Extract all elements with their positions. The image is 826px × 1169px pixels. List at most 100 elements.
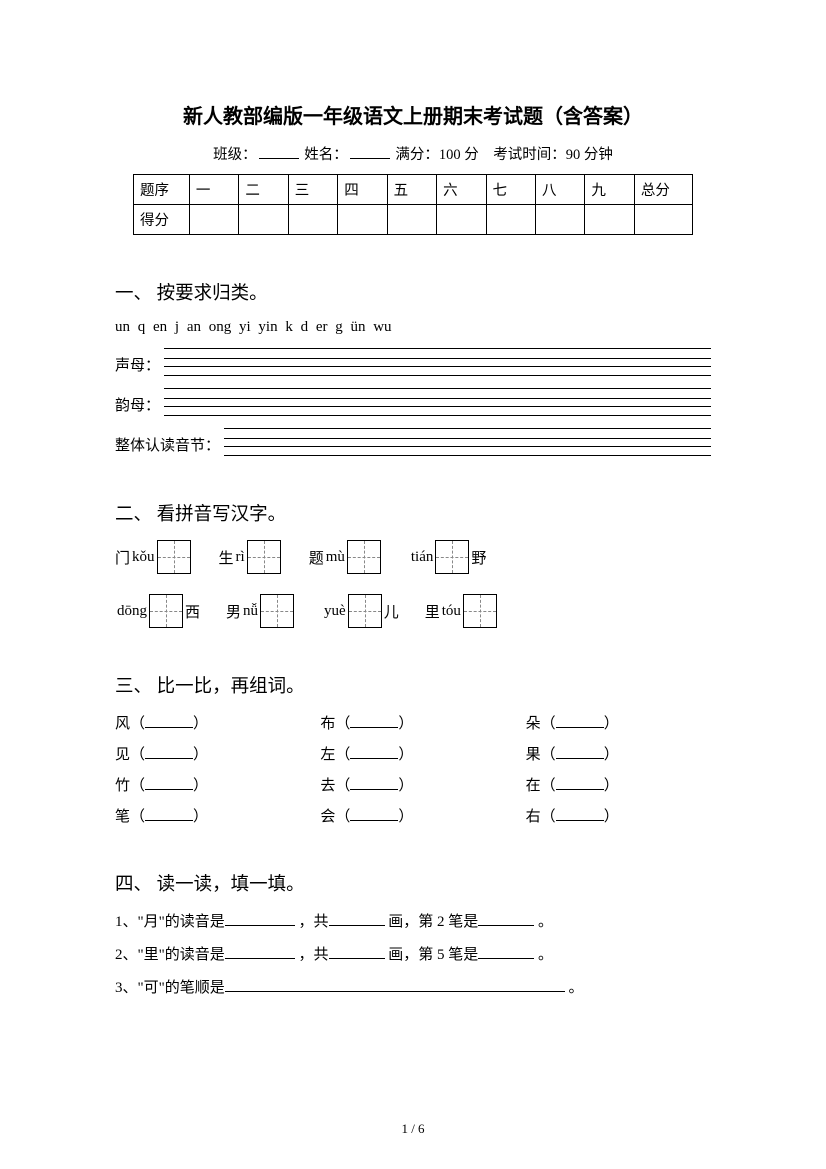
char: 会 [320,809,335,825]
zhengti-label: 整体认读音节： [115,428,220,455]
blank[interactable] [478,944,534,959]
score-cell[interactable] [486,205,535,235]
blank[interactable] [556,777,604,790]
text: 1、"月"的读音是 [115,914,225,930]
class-blank[interactable] [259,144,299,159]
fullscore-label: 满分： [395,147,439,163]
compare-item: 右（） [526,805,711,826]
pinyin: tóu [442,603,461,620]
blank[interactable] [556,715,604,728]
item: tián 野 [409,540,487,574]
blank[interactable] [350,746,398,759]
table-row: 得分 [134,205,693,235]
score-cell[interactable] [437,205,486,235]
blank[interactable] [556,746,604,759]
score-cell[interactable] [239,205,288,235]
sec4-q2: 2、"里"的读音是 ，共 画，第 5 笔是 。 [115,943,711,964]
col-h: 二 [239,175,288,205]
blank[interactable] [350,715,398,728]
char: 见 [115,747,130,763]
score-cell[interactable] [387,205,436,235]
score-cell[interactable] [535,205,584,235]
pinyin: kǒu [132,549,155,566]
item: 生 rì [219,540,283,574]
col-h: 九 [585,175,634,205]
page-number: 1 / 6 [0,1121,826,1137]
compare-item: 去（） [320,774,505,795]
char-box[interactable] [247,540,281,574]
text: ，共 [299,914,329,930]
char-box[interactable] [435,540,469,574]
class-label: 班级： [213,147,257,163]
compare-item: 在（） [526,774,711,795]
shengmu-line[interactable] [164,348,711,376]
score-cell[interactable] [634,205,692,235]
score-table: 题序 一 二 三 四 五 六 七 八 九 总分 得分 [133,174,693,235]
char: 风 [115,716,130,732]
score-cell[interactable] [338,205,387,235]
pre: 生 [219,547,234,568]
char-box[interactable] [463,594,497,628]
col-h: 七 [486,175,535,205]
sec2-row1: 门 kǒu 生 rì 题 mù tián 野 [115,540,711,574]
pinyin: rì [236,549,245,566]
compare-item: 果（） [526,743,711,764]
item: dōng 西 [115,594,200,628]
char: 果 [526,747,541,763]
name-blank[interactable] [350,144,390,159]
blank[interactable] [329,944,385,959]
char: 笔 [115,809,130,825]
blank[interactable] [350,777,398,790]
char: 布 [320,716,335,732]
zhengti-line[interactable] [224,428,711,456]
blank[interactable] [329,911,385,926]
yunmu-row: 韵母： [115,388,711,416]
row2-label: 得分 [134,205,190,235]
pre: 里 [425,601,440,622]
char: 去 [320,778,335,794]
item: 里 tóu [425,594,499,628]
blank[interactable] [478,911,534,926]
blank[interactable] [145,777,193,790]
compare-item: 左（） [320,743,505,764]
char-box[interactable] [348,594,382,628]
char-box[interactable] [157,540,191,574]
shengmu-label: 声母： [115,348,160,375]
blank[interactable] [145,715,193,728]
blank[interactable] [145,746,193,759]
char-box[interactable] [149,594,183,628]
compare-item: 朵（） [526,712,711,733]
char-box[interactable] [260,594,294,628]
blank[interactable] [225,977,565,992]
sec1-heading: 一、 按要求归类。 [115,279,711,305]
text: 3、"可"的笔顺是 [115,980,225,996]
compare-item: 风（） [115,712,300,733]
blank[interactable] [225,944,295,959]
compare-item: 会（） [320,805,505,826]
row1-label: 题序 [134,175,190,205]
table-row: 题序 一 二 三 四 五 六 七 八 九 总分 [134,175,693,205]
score-cell[interactable] [585,205,634,235]
sec1-pinyin-list: un q en j an ong yi yin k d er g ün wu [115,319,711,336]
pinyin: nǚ [243,603,258,620]
item: yuè 儿 [322,594,399,628]
char: 左 [320,747,335,763]
yunmu-label: 韵母： [115,388,160,415]
text: 画，第 2 笔是 [388,914,478,930]
sec2-heading: 二、 看拼音写汉字。 [115,500,711,526]
char: 在 [526,778,541,794]
text: ，共 [299,947,329,963]
blank[interactable] [350,808,398,821]
score-cell[interactable] [189,205,238,235]
pre: 男 [226,601,241,622]
score-cell[interactable] [288,205,337,235]
yunmu-line[interactable] [164,388,711,416]
item: 题 mù [309,540,383,574]
blank[interactable] [145,808,193,821]
blank[interactable] [225,911,295,926]
blank[interactable] [556,808,604,821]
char: 竹 [115,778,130,794]
compare-item: 见（） [115,743,300,764]
col-h: 四 [338,175,387,205]
char-box[interactable] [347,540,381,574]
